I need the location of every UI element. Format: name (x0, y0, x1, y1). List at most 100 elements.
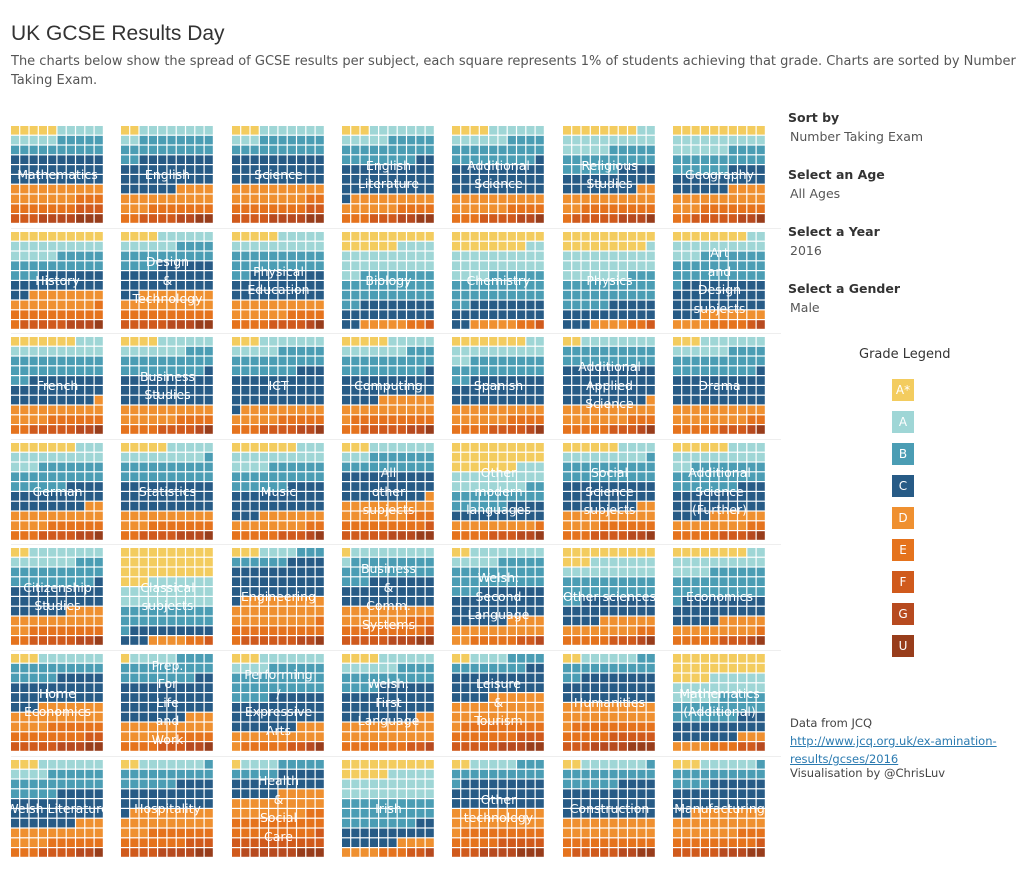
waffle-square (121, 386, 130, 395)
subject-waffle[interactable]: Irish (342, 760, 435, 858)
waffle-square (526, 492, 535, 501)
waffle-square (738, 395, 747, 405)
waffle-square (517, 366, 526, 375)
subject-waffle[interactable]: History (11, 232, 104, 330)
subject-waffle[interactable]: Hospitality (121, 760, 214, 858)
waffle-square (590, 165, 599, 174)
subject-waffle[interactable]: Home Economics (11, 654, 104, 752)
waffle-square (342, 155, 351, 164)
waffle-square (342, 789, 351, 798)
waffle-square (646, 838, 655, 847)
subject-waffle[interactable]: Mathematics (11, 126, 104, 224)
subject-waffle[interactable]: Additional Applied Science (563, 337, 656, 435)
subject-waffle[interactable]: Welsh: Second Language (452, 548, 545, 646)
waffle-square (479, 135, 488, 145)
waffle-square (48, 838, 57, 847)
waffle-square (618, 616, 627, 626)
waffle-square (369, 557, 378, 567)
subject-waffle[interactable]: English (121, 126, 214, 224)
waffle-square (388, 241, 397, 251)
waffle-square (479, 261, 488, 270)
subject-waffle[interactable]: Social Science subjects (563, 443, 656, 541)
subject-waffle[interactable]: Other sciences (563, 548, 656, 646)
subject-waffle[interactable]: German (11, 443, 104, 541)
waffle-square (691, 577, 700, 586)
waffle-square (85, 809, 94, 818)
waffle-square (719, 135, 728, 145)
waffle-square (498, 809, 507, 818)
waffle-square (369, 577, 378, 586)
subject-waffle[interactable]: Design & Technology (121, 232, 214, 330)
subject-waffle[interactable]: Manufacturing (673, 760, 766, 858)
waffle-square (57, 818, 66, 828)
subject-waffle[interactable]: Geography (673, 126, 766, 224)
subject-waffle[interactable]: Classical subjects (121, 548, 214, 646)
subject-waffle[interactable]: English Literature (342, 126, 435, 224)
waffle-square (94, 597, 103, 606)
waffle-square (250, 567, 259, 577)
subject-waffle[interactable]: All other subjects (342, 443, 435, 541)
subject-waffle[interactable]: Additional Science (452, 126, 545, 224)
waffle-square (241, 557, 250, 567)
subject-waffle[interactable]: Science (232, 126, 325, 224)
subject-waffle[interactable]: Biology (342, 232, 435, 330)
subject-waffle[interactable]: Spanish (452, 337, 545, 435)
waffle-square (130, 386, 139, 395)
subject-waffle[interactable]: Other modern languages (452, 443, 545, 541)
waffle-square (479, 482, 488, 491)
subject-waffle[interactable]: Religious Studies (563, 126, 656, 224)
subject-waffle[interactable]: Physical Education (232, 232, 325, 330)
waffle-square (609, 626, 618, 635)
subject-waffle[interactable]: Statistics (121, 443, 214, 541)
subject-waffle[interactable]: Art and Design subjects (673, 232, 766, 330)
subject-waffle[interactable]: Health & Social Care (232, 760, 325, 858)
subject-waffle[interactable]: Business Studies (121, 337, 214, 435)
waffle-square (728, 452, 737, 462)
waffle-square (407, 492, 416, 501)
subject-waffle[interactable]: French (11, 337, 104, 435)
waffle-square (572, 300, 581, 310)
waffle-square (167, 577, 176, 586)
subject-waffle[interactable]: Business & Comm. Systems (342, 548, 435, 646)
waffle-square (130, 848, 139, 857)
subject-waffle[interactable]: Chemistry (452, 232, 545, 330)
subject-waffle[interactable]: Other technology (452, 760, 545, 858)
subject-waffle[interactable]: Mathematics (Additional) (673, 654, 766, 752)
subject-waffle[interactable]: Engineering (232, 548, 325, 646)
subject-waffle[interactable]: ICT (232, 337, 325, 435)
waffle-square (195, 366, 204, 375)
subject-waffle[interactable]: Construction (563, 760, 656, 858)
waffle-square (691, 462, 700, 472)
waffle-square (48, 356, 57, 366)
waffle-square (269, 241, 278, 251)
subject-waffle[interactable]: Citizenship Studies (11, 548, 104, 646)
subject-waffle[interactable]: Economics (673, 548, 766, 646)
waffle-square (250, 310, 259, 319)
waffle-square (609, 511, 618, 521)
waffle-square (609, 145, 618, 155)
waffle-square (710, 356, 719, 366)
subject-waffle[interactable]: Computing (342, 337, 435, 435)
subject-waffle[interactable]: Drama (673, 337, 766, 435)
waffle-square (628, 577, 637, 586)
waffle-square (278, 742, 287, 751)
waffle-square (148, 557, 157, 567)
waffle-square (388, 597, 397, 606)
waffle-square (148, 204, 157, 213)
subject-waffle[interactable]: Leisure & Tourism (452, 654, 545, 752)
subject-waffle[interactable]: Welsh: First Language (342, 654, 435, 752)
waffle-square (489, 789, 498, 798)
waffle-square (186, 492, 195, 501)
subject-waffle[interactable]: Humanities (563, 654, 656, 752)
subject-waffle[interactable]: Physics (563, 232, 656, 330)
waffle-square (581, 663, 590, 673)
waffle-square (139, 663, 148, 673)
subject-waffle[interactable]: Additional Science (Further) (673, 443, 766, 541)
subject-waffle[interactable]: Welsh Literature (6, 760, 109, 858)
subject-waffle[interactable]: Music (232, 443, 325, 541)
subject-waffle[interactable]: Prep. For Life and Work (121, 654, 214, 752)
waffle-square (297, 386, 306, 395)
subject-waffle[interactable]: Performing / Expressive Arts (232, 654, 325, 752)
waffle-square (397, 511, 406, 521)
waffle-square (416, 386, 425, 395)
